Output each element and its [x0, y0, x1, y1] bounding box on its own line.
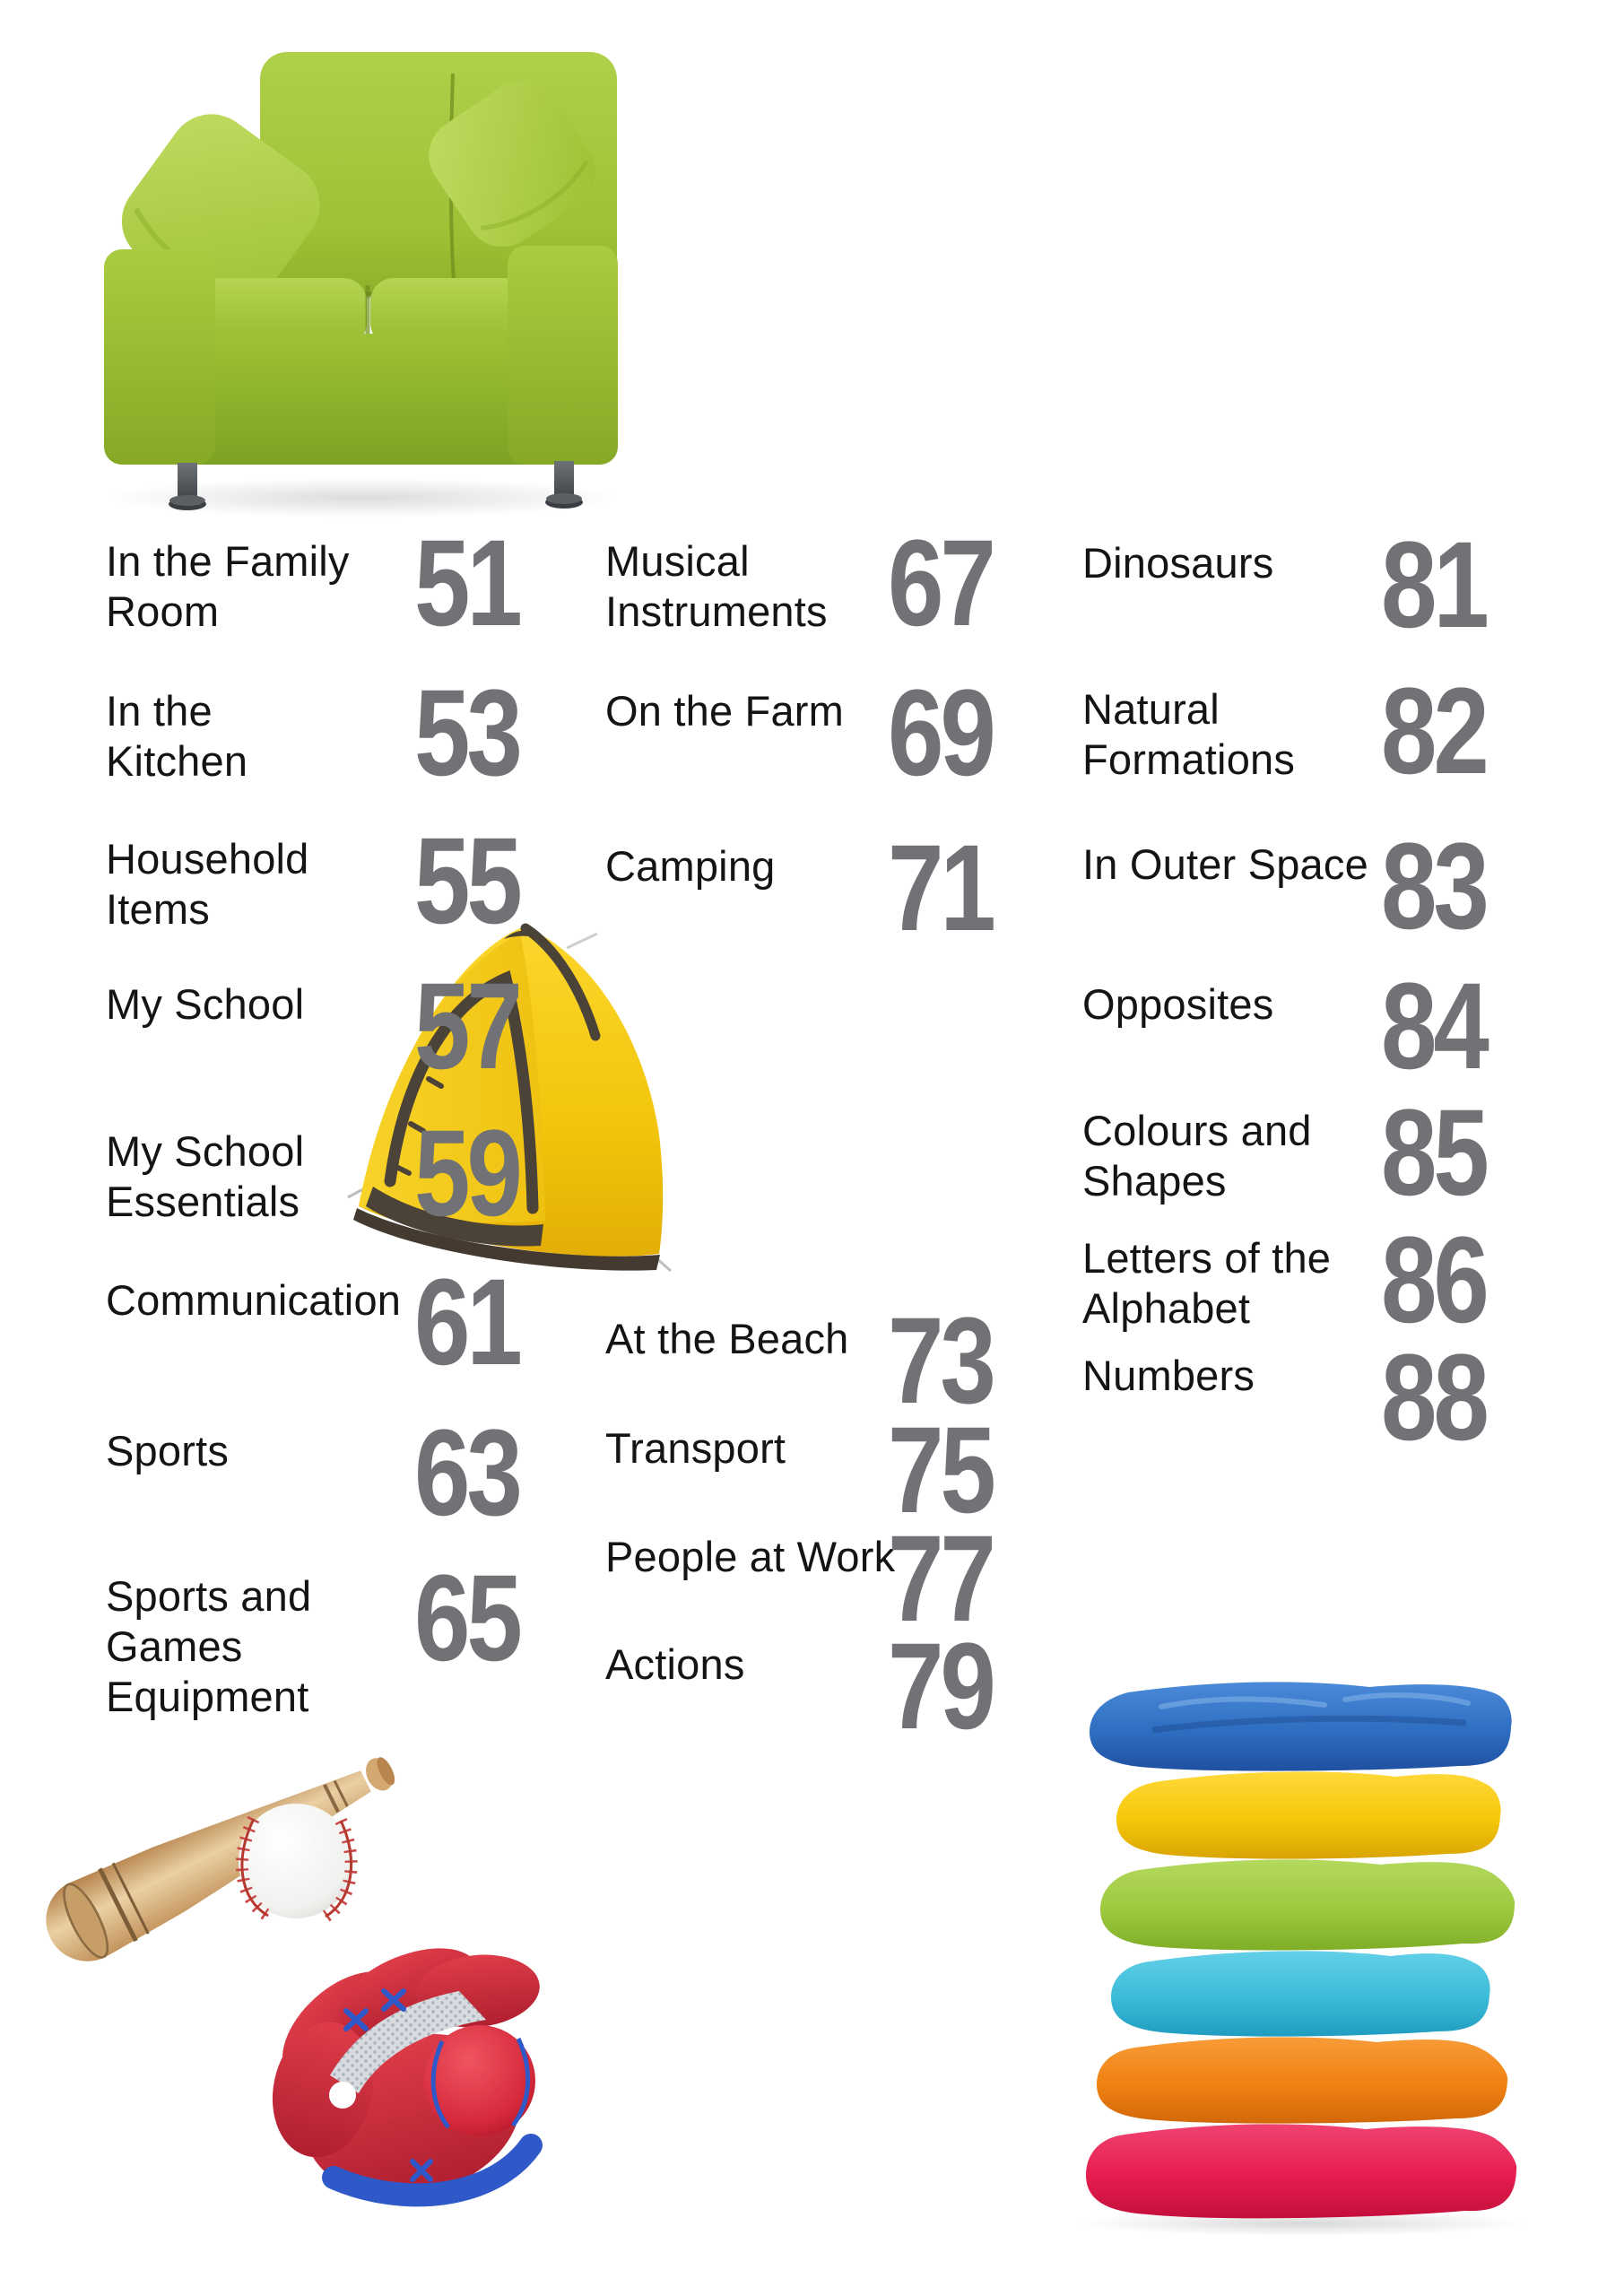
toc-entry-page-number: 83 — [1381, 818, 1489, 955]
toc-entry-label: Letters of the Alphabet — [1082, 1234, 1332, 1332]
toc-entry-page-number: 77 — [888, 1510, 996, 1648]
toc-entry-label: Sports and Games Equipment — [106, 1572, 312, 1720]
toc-entry-label: My School Essentials — [106, 1127, 305, 1225]
toc-entry-label: Natural Formations — [1082, 685, 1296, 783]
toc-entry: Sports and Games Equipment 65 — [106, 1557, 523, 1722]
toc-entry: Natural Formations 82 — [1082, 670, 1489, 793]
toc-entry-page-number: 79 — [888, 1618, 996, 1755]
toc-entry-label: Opposites — [1082, 980, 1274, 1028]
toc-entry-page-number: 53 — [414, 665, 523, 802]
toc-entry-page-number: 63 — [414, 1405, 523, 1542]
towels-image — [1079, 1682, 1527, 2236]
toc-entry-page-number: 57 — [414, 958, 523, 1095]
toc-entry-label: Household Items — [106, 835, 309, 933]
toc-entry: Camping 71 — [605, 827, 996, 950]
toc-entry-label: My School — [106, 980, 305, 1028]
toc-entry-page-number: 85 — [1381, 1084, 1489, 1222]
toc-entry: Letters of the Alphabet 86 — [1082, 1219, 1489, 1342]
toc-entry-page-number: 69 — [888, 665, 996, 802]
toc-entry-page-number: 51 — [414, 515, 523, 652]
toc-entry-page-number: 55 — [414, 813, 523, 950]
toc-entry-page-number: 88 — [1381, 1329, 1489, 1466]
toc-entry-label: Colours and Shapes — [1082, 1107, 1312, 1205]
toc-entry-label: In the Family Room — [106, 537, 350, 635]
toc-entry-page-number: 61 — [414, 1254, 523, 1391]
toc-entry-page-number: 67 — [888, 515, 996, 652]
toc-entry-label: Transport — [605, 1424, 786, 1472]
toc-entry: Sports 63 — [106, 1412, 523, 1535]
toc-entry: In the Kitchen 53 — [106, 672, 523, 795]
toc-entry: Actions 79 — [605, 1625, 996, 1748]
toc-entry-label: Sports — [106, 1427, 230, 1474]
toc-entry-label: On the Farm — [605, 687, 845, 735]
toc-entry-label: At the Beach — [605, 1315, 849, 1362]
toc-entry: In the Family Room 51 — [106, 522, 523, 645]
toc-entry-label: In the Kitchen — [106, 687, 248, 785]
toc-entry: Transport 75 — [605, 1409, 996, 1532]
toc-entry-label: Musical Instruments — [605, 537, 828, 635]
toc-entry-label: In Outer Space — [1082, 840, 1368, 888]
toc-entry-page-number: 73 — [888, 1292, 996, 1430]
toc-entry: Household Items 55 — [106, 820, 523, 943]
toc-entry: On the Farm 69 — [605, 672, 996, 795]
toc-entry: My School Essentials 59 — [106, 1112, 523, 1235]
tent-image — [347, 923, 672, 1273]
toc-entry-label: Numbers — [1082, 1352, 1255, 1399]
toc-entry: In Outer Space 83 — [1082, 825, 1489, 948]
toc-entry-page-number: 86 — [1381, 1212, 1489, 1349]
toc-entry: People at Work 77 — [605, 1518, 996, 1640]
toc-entry-label: Communication — [106, 1276, 402, 1324]
toc-entry-label: People at Work — [605, 1533, 896, 1580]
toc-entry-label: Camping — [605, 842, 776, 890]
toc-entry: Numbers 88 — [1082, 1336, 1489, 1459]
toc-entry: My School 57 — [106, 965, 523, 1088]
toc-entry-page-number: 84 — [1381, 958, 1489, 1095]
toc-entry-page-number: 82 — [1381, 663, 1489, 800]
toc-entry: Opposites 84 — [1082, 965, 1489, 1088]
toc-entry-page-number: 71 — [888, 820, 996, 957]
toc-entry: At the Beach 73 — [605, 1300, 996, 1422]
toc-entry-page-number: 81 — [1381, 517, 1489, 654]
toc-entry: Dinosaurs 81 — [1082, 524, 1489, 647]
toc-entry-label: Dinosaurs — [1082, 539, 1274, 587]
toc-entry: Communication 61 — [106, 1261, 523, 1384]
toc-entry: Colours and Shapes 85 — [1082, 1091, 1489, 1214]
toc-entry-page-number: 59 — [414, 1105, 523, 1242]
toc-entry-label: Actions — [605, 1640, 745, 1688]
sofa-image — [104, 52, 619, 517]
toc-entry-page-number: 65 — [414, 1550, 523, 1687]
toc-entry: Musical Instruments 67 — [605, 522, 996, 645]
toc-entry-page-number: 75 — [888, 1402, 996, 1539]
sports-equipment-image — [46, 1757, 543, 2207]
